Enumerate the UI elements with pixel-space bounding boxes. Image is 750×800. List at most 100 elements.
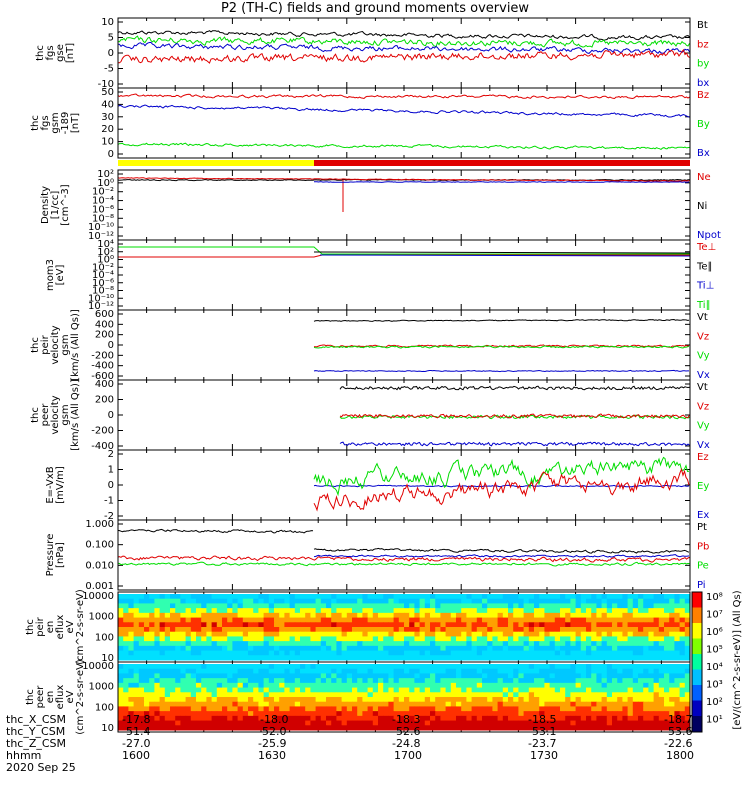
heatmap-cell — [310, 697, 317, 703]
heatmap-cell — [539, 645, 545, 652]
heatmap-cell — [138, 594, 145, 600]
heatmap-cell — [123, 631, 129, 637]
heatmap-cell — [617, 668, 623, 674]
heatmap-cell — [648, 608, 655, 614]
heatmap-cell — [435, 697, 441, 703]
heatmap-cell — [268, 711, 275, 717]
heatmap-cell — [274, 706, 280, 712]
heatmap-cell — [565, 617, 571, 623]
heatmap-cell — [180, 682, 187, 689]
y-tick-label: 20 — [101, 124, 114, 135]
y-axis-label: E=-VxB — [45, 466, 56, 503]
heatmap-cell — [268, 594, 275, 600]
heatmap-cell — [643, 678, 649, 684]
heatmap-cell — [248, 645, 254, 652]
heatmap-cell — [372, 687, 379, 693]
heatmap-cell — [518, 594, 525, 600]
heatmap-cell — [664, 650, 670, 656]
heatmap-cell — [352, 711, 358, 717]
heatmap-cell — [144, 697, 150, 703]
heatmap-cell — [523, 608, 530, 614]
heatmap-cell — [206, 720, 213, 726]
heatmap-cell — [424, 720, 431, 726]
heatmap-cell — [534, 697, 540, 703]
heatmap-cell — [185, 678, 192, 684]
heatmap-cell — [544, 655, 551, 661]
heatmap-cell — [414, 612, 421, 619]
heatmap-cell — [440, 706, 447, 712]
heatmap-cell — [409, 706, 415, 712]
heatmap-cell — [279, 645, 285, 652]
heatmap-cell — [263, 636, 270, 642]
heatmap-cell — [409, 603, 415, 609]
heatmap-cell — [341, 697, 348, 703]
heatmap-cell — [684, 706, 691, 712]
heatmap-cell — [175, 636, 181, 642]
heatmap-cell — [383, 641, 389, 647]
heatmap-cell — [185, 720, 192, 726]
heatmap-cell — [175, 650, 181, 656]
heatmap-cell — [258, 627, 265, 633]
heatmap-cell — [227, 627, 233, 633]
heatmap-cell — [456, 612, 462, 619]
heatmap-cell — [518, 645, 525, 652]
series-Ne — [117, 177, 690, 182]
heatmap-cell — [440, 682, 447, 689]
heatmap-cell — [596, 692, 603, 698]
heatmap-cell — [346, 631, 353, 637]
heatmap-cell — [362, 645, 369, 652]
heatmap-cell — [580, 594, 587, 600]
heatmap-cell — [575, 682, 582, 689]
heatmap-cell — [320, 641, 327, 647]
heatmap-cell — [549, 598, 556, 604]
heatmap-cell — [632, 725, 639, 731]
heatmap-cell — [414, 673, 421, 679]
heatmap-cell — [424, 673, 431, 679]
heatmap-cell — [367, 720, 374, 726]
heatmap-cell — [679, 715, 686, 722]
heatmap-cell — [367, 641, 374, 647]
heatmap-cell — [310, 612, 317, 619]
heatmap-cell — [149, 725, 155, 731]
heatmap-cell — [596, 711, 603, 717]
heatmap-cell — [211, 664, 218, 670]
heatmap-cell — [206, 612, 213, 619]
heatmap-cell — [549, 664, 556, 670]
heatmap-cell — [461, 608, 467, 614]
heatmap-cell — [424, 725, 431, 731]
heatmap-cell — [258, 678, 265, 684]
heatmap-cell — [513, 701, 519, 707]
heatmap-cell — [315, 594, 322, 600]
plot-content — [313, 456, 690, 512]
heatmap-cell — [248, 664, 254, 670]
heatmap-cell — [326, 645, 332, 652]
heatmap-cell — [502, 603, 509, 609]
heatmap-cell — [362, 598, 369, 604]
heatmap-cell — [471, 622, 478, 628]
heatmap-cell — [268, 636, 275, 642]
heatmap-cell — [528, 641, 535, 647]
heatmap-cell — [326, 692, 332, 698]
heatmap-cell — [565, 687, 571, 693]
heatmap-cell — [305, 603, 311, 609]
heatmap-cell — [128, 673, 135, 679]
heatmap-cell — [206, 673, 213, 679]
heatmap-cell — [622, 636, 629, 642]
heatmap-cell — [274, 622, 280, 628]
heatmap-cell — [393, 706, 400, 712]
tick-label: 51.4 — [126, 725, 151, 738]
heatmap-cell — [487, 668, 493, 674]
heatmap-cell — [544, 706, 551, 712]
heatmap-cell — [118, 725, 124, 731]
heatmap-cell — [211, 650, 218, 656]
heatmap-cell — [274, 631, 280, 637]
heatmap-cell — [669, 641, 675, 647]
heatmap-cell — [164, 622, 171, 628]
heatmap-cell — [300, 627, 306, 633]
heatmap-cell — [268, 598, 275, 604]
heatmap-cell — [362, 617, 369, 623]
heatmap-cell — [383, 692, 389, 698]
heatmap-cell — [450, 682, 457, 689]
heatmap-cell — [461, 678, 467, 684]
heatmap-cell — [482, 692, 488, 698]
